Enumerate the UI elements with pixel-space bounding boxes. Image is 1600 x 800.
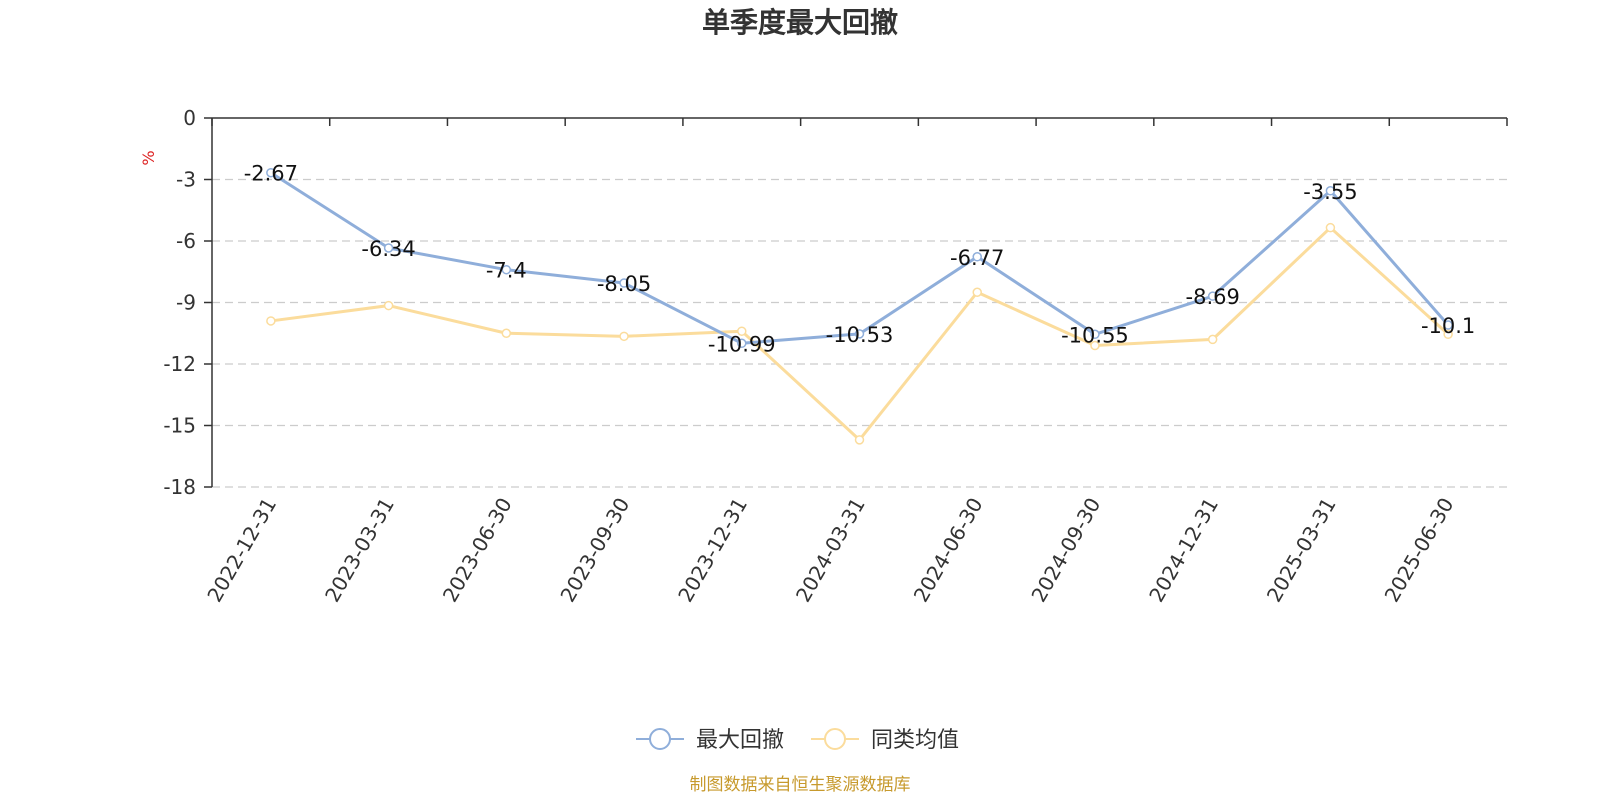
- data-label: -10.55: [1061, 323, 1129, 347]
- series-point-1[interactable]: [737, 326, 747, 336]
- series-point-0[interactable]: [266, 167, 276, 178]
- x-tick-label: 2023-12-31: [673, 494, 752, 607]
- x-tick-label: 2024-06-30: [909, 494, 988, 607]
- data-label: -2.67: [244, 162, 298, 186]
- y-tick-label: -6: [176, 229, 196, 253]
- x-tick-label: 2022-12-31: [202, 494, 281, 607]
- x-tick-label: 2023-06-30: [438, 494, 517, 607]
- data-label: -7.4: [486, 259, 527, 283]
- source-note: 制图数据来自恒生聚源数据库: [690, 775, 911, 795]
- series-point-1[interactable]: [1325, 222, 1336, 233]
- series-point-1[interactable]: [854, 435, 865, 445]
- data-label: -8.69: [1186, 285, 1240, 309]
- legend-label: 同类均值: [871, 728, 959, 753]
- series-point-1[interactable]: [972, 287, 982, 297]
- x-tick-label: 2023-09-30: [555, 494, 634, 607]
- x-tick-label: 2025-03-31: [1262, 494, 1341, 607]
- x-tick-label: 2024-09-30: [1026, 494, 1105, 607]
- series-point-1[interactable]: [1207, 334, 1218, 345]
- y-tick-label: -3: [176, 168, 196, 192]
- y-tick-label: -18: [163, 475, 196, 499]
- chart-title: 单季度最大回撤: [702, 6, 898, 39]
- y-tick-label: -12: [163, 352, 196, 376]
- y-axis-unit: %: [139, 150, 158, 165]
- legend-item-0[interactable]: 最大回撤: [636, 728, 784, 753]
- series-point-1[interactable]: [266, 316, 276, 326]
- series-point-1[interactable]: [1090, 340, 1100, 351]
- data-label: -10.53: [826, 323, 894, 347]
- series-point-1[interactable]: [383, 300, 394, 311]
- series-point-0[interactable]: [1207, 291, 1218, 301]
- y-tick-label: -9: [176, 291, 196, 315]
- data-label: -6.34: [361, 237, 415, 261]
- y-tick-label: 0: [183, 106, 196, 130]
- legend-marker: [824, 728, 846, 750]
- data-label: -3.55: [1303, 180, 1357, 204]
- series-point-0[interactable]: [737, 338, 747, 349]
- data-label: -10.1: [1421, 314, 1475, 338]
- y-tick-label: -15: [163, 414, 196, 438]
- series-line-0: [270, 171, 1450, 345]
- legend[interactable]: 最大回撤 同类均值: [636, 728, 959, 753]
- data-labels: -2.67 -6.34 -7.4 -8.05 -10.99 -10.53 -6.77 -10.…: [244, 162, 1476, 357]
- x-tick-label: 2024-03-31: [791, 494, 870, 607]
- data-label: -6.77: [950, 246, 1004, 270]
- series-point-0[interactable]: [619, 278, 629, 288]
- data-label: -10.99: [708, 332, 776, 356]
- series-lines: [266, 167, 1453, 445]
- x-tick-label: 2023-03-31: [320, 494, 399, 607]
- data-label: -8.05: [597, 272, 651, 296]
- series-point-0[interactable]: [972, 252, 982, 262]
- series-point-0[interactable]: [854, 329, 865, 339]
- series-point-0[interactable]: [1443, 320, 1453, 330]
- legend-label: 最大回撤: [696, 728, 784, 753]
- series-point-0[interactable]: [501, 264, 512, 275]
- series-point-1[interactable]: [619, 331, 629, 342]
- series-point-0[interactable]: [383, 243, 394, 253]
- series-point-0[interactable]: [1090, 329, 1100, 340]
- legend-marker: [649, 728, 671, 750]
- x-tick-label: 2024-12-31: [1144, 494, 1223, 607]
- x-tick-label: 2025-06-30: [1380, 494, 1459, 607]
- series-point-1[interactable]: [1443, 329, 1453, 340]
- series-point-0[interactable]: [1325, 186, 1336, 196]
- grid-lines: [212, 178, 1507, 488]
- legend-item-1[interactable]: 同类均值: [811, 728, 959, 753]
- series-point-1[interactable]: [501, 328, 512, 338]
